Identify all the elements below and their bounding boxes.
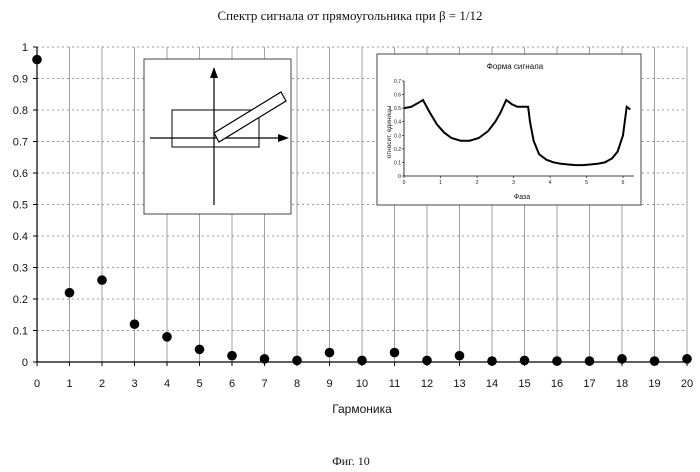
inset-waveform-chart: Форма сигнала относит. единицы Фаза 0 0.1… — [377, 54, 641, 205]
x-tick-label: 9 — [326, 378, 332, 390]
x-tick-label: 20 — [681, 378, 693, 390]
x-tick-label: 16 — [551, 378, 563, 390]
spectrum-figure: Спектр сигнала от прямоугольника при β =… — [0, 0, 700, 472]
x-tick-label: 13 — [453, 378, 465, 390]
inset-y-tick-label: 0.2 — [394, 147, 401, 153]
y-tick-label: 0.7 — [13, 137, 28, 149]
inset-y-tick-label: 0.3 — [394, 133, 401, 139]
inset-waveform-frame — [377, 54, 641, 205]
y-tick-label: 0 — [22, 357, 28, 369]
inset-diagram — [144, 59, 291, 214]
data-point — [65, 288, 75, 298]
chart-title: Спектр сигнала от прямоугольника при β =… — [218, 8, 483, 23]
figure-caption: Фиг. 10 — [332, 454, 369, 468]
x-tick-label: 14 — [486, 378, 498, 390]
data-point — [520, 356, 530, 366]
x-tick-label: 7 — [261, 378, 267, 390]
x-tick-label: 11 — [389, 378, 400, 390]
y-tick-label: 1 — [22, 42, 28, 54]
inset-y-tick-label: 0.1 — [394, 160, 401, 166]
y-tick-label: 0.5 — [13, 200, 28, 212]
inset-y-tick-label: 0 — [398, 174, 401, 180]
x-tick-label: 15 — [518, 378, 530, 390]
inset-y-tick-label: 0.5 — [394, 106, 401, 112]
data-point — [195, 345, 205, 355]
main-x-tick-labels: 01234567891011121314151617181920 — [34, 378, 693, 390]
inset-x-tick-label: 3 — [512, 180, 515, 186]
main-y-tick-labels: 0 0.1 0.2 0.3 0.4 0.5 0.6 0.7 0.8 0.9 1 — [13, 42, 28, 369]
x-tick-label: 19 — [648, 378, 660, 390]
data-point — [97, 275, 107, 285]
inset-x-tick-label: 0 — [403, 180, 406, 186]
x-tick-label: 10 — [356, 378, 368, 390]
data-point — [617, 354, 627, 364]
data-point — [422, 356, 432, 366]
data-point — [585, 356, 595, 366]
x-tick-label: 1 — [66, 378, 72, 390]
inset-x-tick-label: 4 — [549, 180, 552, 186]
data-point — [552, 356, 562, 366]
y-tick-label: 0.1 — [13, 326, 28, 338]
x-tick-label: 17 — [583, 378, 595, 390]
data-point — [130, 319, 140, 329]
data-point — [227, 351, 237, 361]
inset-y-label: относит. единицы — [386, 105, 393, 158]
x-tick-label: 6 — [229, 378, 235, 390]
x-tick-label: 12 — [421, 378, 433, 390]
y-tick-label: 0.8 — [13, 105, 28, 117]
inset-x-tick-label: 5 — [585, 180, 588, 186]
x-tick-label: 8 — [294, 378, 300, 390]
data-point — [260, 354, 270, 364]
data-point — [390, 348, 400, 358]
x-tick-label: 2 — [99, 378, 105, 390]
x-axis-label: Гармоника — [332, 402, 392, 416]
inset-y-tick-label: 0.4 — [394, 120, 401, 126]
y-tick-label: 0.2 — [13, 294, 28, 306]
x-tick-label: 3 — [131, 378, 137, 390]
inset-x-label: Фаза — [514, 194, 530, 201]
x-tick-label: 5 — [196, 378, 202, 390]
inset-x-tick-label: 1 — [439, 180, 442, 186]
inset-title: Форма сигнала — [487, 62, 544, 71]
data-point — [162, 332, 172, 342]
data-point — [325, 348, 335, 358]
data-point — [487, 356, 497, 366]
data-point — [455, 351, 465, 361]
x-tick-label: 0 — [34, 378, 40, 390]
y-tick-label: 0.9 — [13, 74, 28, 86]
x-tick-label: 4 — [164, 378, 170, 390]
data-point — [357, 356, 367, 366]
data-point — [682, 354, 692, 364]
data-point — [32, 55, 42, 65]
inset-y-tick-label: 0.7 — [394, 79, 401, 85]
y-tick-label: 0.6 — [13, 168, 28, 180]
y-tick-label: 0.3 — [13, 263, 28, 275]
inset-y-tick-label: 0.6 — [394, 93, 401, 99]
data-point — [650, 356, 660, 366]
inset-x-tick-label: 6 — [622, 180, 625, 186]
data-point — [292, 356, 302, 366]
x-tick-label: 18 — [616, 378, 628, 390]
y-tick-label: 0.4 — [13, 231, 28, 243]
inset-x-tick-label: 2 — [476, 180, 479, 186]
